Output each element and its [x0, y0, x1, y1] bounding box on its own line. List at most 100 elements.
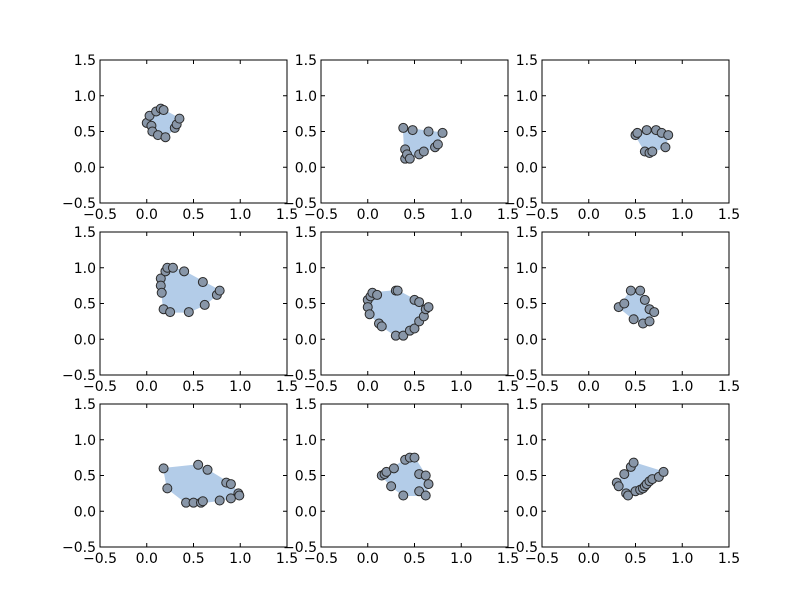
subplot-3: −0.5−0.5 0.0 0.0 0.5 0.5 1.0 1.0 1.5 1.5 [504, 53, 740, 223]
x-tick-label: 1.5 [497, 379, 519, 395]
x-tick-label: 1.5 [718, 551, 740, 567]
data-point [420, 490, 431, 501]
y-tick-label: 0.5 [516, 125, 538, 141]
y-tick-label: 1.5 [74, 53, 96, 69]
data-point [197, 277, 208, 288]
x-tick-label: 0.5 [624, 551, 646, 567]
x-tick-label: 1.0 [229, 551, 251, 567]
y-tick-label: 0.0 [516, 160, 538, 176]
data-point [404, 153, 415, 164]
y-tick-label: 0.0 [295, 504, 317, 520]
data-point [420, 470, 431, 481]
x-tick-label: 0.5 [624, 207, 646, 223]
data-point [183, 307, 194, 318]
data-point [162, 483, 173, 494]
data-point [199, 299, 210, 310]
data-point [639, 294, 650, 305]
y-tick-label: 1.5 [516, 53, 538, 69]
data-point [628, 314, 639, 325]
data-point [376, 321, 387, 332]
x-tick-label: −0.5 [304, 379, 338, 395]
data-point [179, 266, 190, 277]
data-point [193, 459, 204, 470]
x-tick-label: −0.5 [304, 551, 338, 567]
x-tick-label: 0.0 [357, 379, 379, 395]
x-tick-label: −0.5 [525, 207, 559, 223]
y-tick-label: 0.5 [74, 125, 96, 141]
x-tick-label: 1.5 [718, 207, 740, 223]
x-tick-label: 1.5 [276, 207, 298, 223]
y-tick-label: 1.5 [74, 397, 96, 413]
data-point [386, 481, 397, 492]
data-point [649, 307, 660, 318]
data-point [167, 262, 178, 273]
y-tick-label: 1.0 [295, 89, 317, 105]
plot-area [99, 59, 288, 204]
x-tick-label: 0.5 [182, 207, 204, 223]
x-tick-label: 1.0 [450, 379, 472, 395]
data-point [372, 289, 383, 300]
data-point [660, 142, 671, 153]
subplot-4: −0.5−0.5 0.0 0.0 0.5 0.5 1.0 1.0 1.5 1.5 [62, 225, 298, 395]
y-tick-label: 0.5 [295, 469, 317, 485]
x-tick-label: 1.5 [276, 551, 298, 567]
y-tick-label: 1.0 [74, 89, 96, 105]
y-tick-label: 0.5 [74, 297, 96, 313]
y-tick-label: −0.5 [283, 540, 317, 556]
data-point [158, 463, 169, 474]
y-tick-label: −0.5 [62, 368, 96, 384]
data-point [398, 330, 409, 341]
data-point [225, 479, 236, 490]
data-point [156, 287, 167, 298]
y-tick-label: 0.0 [516, 332, 538, 348]
data-point [414, 297, 425, 308]
data-point [635, 285, 646, 296]
data-point [647, 146, 658, 157]
x-tick-label: 1.5 [276, 379, 298, 395]
x-tick-label: 0.5 [403, 379, 425, 395]
data-point [409, 452, 420, 463]
x-tick-label: −0.5 [304, 207, 338, 223]
y-tick-label: 1.0 [74, 433, 96, 449]
y-tick-label: 1.0 [516, 433, 538, 449]
y-tick-label: 1.5 [516, 225, 538, 241]
x-tick-label: 1.0 [671, 551, 693, 567]
x-tick-label: −0.5 [525, 551, 559, 567]
y-tick-label: −0.5 [504, 196, 538, 212]
subplot-9: −0.5−0.5 0.0 0.0 0.5 0.5 1.0 1.0 1.5 1.5 [504, 397, 740, 567]
x-tick-label: −0.5 [83, 379, 117, 395]
x-tick-label: 1.0 [671, 379, 693, 395]
data-point [641, 125, 652, 136]
data-point [423, 479, 434, 490]
y-tick-label: 0.5 [74, 469, 96, 485]
x-tick-label: 0.5 [403, 551, 425, 567]
subplot-8: −0.5−0.5 0.0 0.0 0.5 0.5 1.0 1.0 1.5 1.5 [283, 397, 519, 567]
y-tick-label: 0.5 [516, 297, 538, 313]
y-tick-label: −0.5 [283, 368, 317, 384]
x-tick-label: 0.5 [182, 551, 204, 567]
x-tick-label: 0.0 [357, 551, 379, 567]
data-point [644, 316, 655, 327]
y-tick-label: 0.0 [74, 332, 96, 348]
x-tick-label: 1.0 [450, 207, 472, 223]
y-tick-label: −0.5 [62, 196, 96, 212]
y-tick-label: 1.5 [295, 53, 317, 69]
y-tick-label: 1.0 [295, 261, 317, 277]
y-tick-label: 0.5 [295, 125, 317, 141]
y-tick-label: 1.0 [516, 261, 538, 277]
data-point [197, 496, 208, 507]
x-tick-label: 1.0 [229, 207, 251, 223]
x-tick-label: 0.0 [136, 379, 158, 395]
x-tick-label: 1.0 [450, 551, 472, 567]
data-point [407, 125, 418, 136]
y-tick-label: 0.5 [295, 297, 317, 313]
data-point [364, 309, 375, 320]
x-tick-label: 1.5 [497, 207, 519, 223]
x-tick-label: 0.0 [578, 551, 600, 567]
x-tick-label: 1.5 [497, 551, 519, 567]
data-point [234, 490, 245, 501]
x-tick-label: 0.5 [624, 379, 646, 395]
y-tick-label: 0.0 [295, 332, 317, 348]
y-tick-label: 0.0 [74, 504, 96, 520]
data-point [432, 139, 443, 150]
